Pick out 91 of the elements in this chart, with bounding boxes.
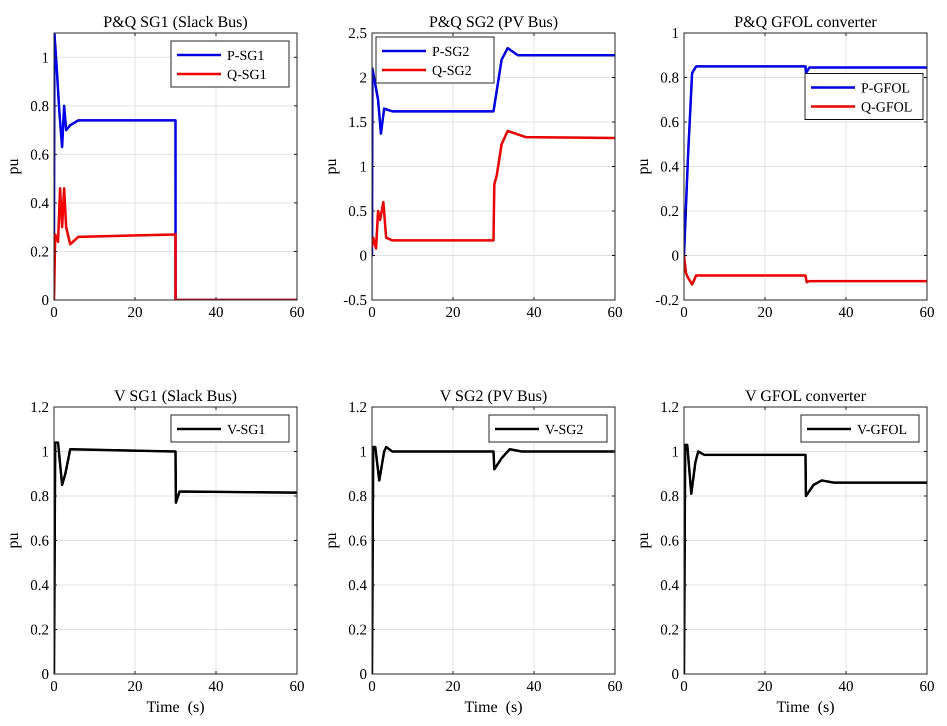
- chart-title: P&Q SG1 (Slack Bus): [103, 14, 248, 31]
- y-tick-label: 0.2: [660, 204, 679, 220]
- y-tick-label: 0: [42, 667, 49, 683]
- y-tick-label: 0.6: [348, 534, 368, 550]
- y-tick-label: 0.8: [348, 489, 367, 505]
- legend-label: V-SG1: [227, 423, 266, 438]
- line-series: [684, 444, 927, 674]
- chart-title: V GFOL converter: [745, 388, 867, 405]
- x-tick-label: 60: [920, 305, 934, 321]
- y-tick-label: 1: [360, 160, 367, 176]
- legend-label: V-SG2: [545, 423, 584, 438]
- x-tick-label: 60: [920, 679, 934, 695]
- x-tick-label: 40: [208, 679, 224, 695]
- y-tick-label: 0.2: [660, 622, 679, 638]
- y-tick-label: 0.2: [348, 622, 367, 638]
- y-tick-label: 1.2: [348, 400, 367, 416]
- y-tick-label: 0: [672, 667, 679, 683]
- x-tick-label: 40: [838, 305, 854, 321]
- x-tick-label: 20: [446, 305, 460, 321]
- y-tick-label: 0.8: [660, 489, 679, 505]
- x-tick-label: 40: [208, 305, 224, 321]
- y-tick-label: 0: [360, 248, 367, 264]
- line-series: [372, 130, 615, 250]
- y-tick-label: -0.2: [655, 293, 679, 309]
- line-series: [54, 441, 297, 674]
- x-tick-label: 20: [446, 679, 460, 695]
- x-tick-label: 60: [608, 679, 622, 695]
- line-series: [684, 254, 927, 286]
- legend-label: Q-GFOL: [861, 100, 912, 116]
- y-tick-label: 2: [360, 70, 367, 86]
- y-tick-label: 2.5: [348, 26, 367, 42]
- y-tick-label: 0.4: [660, 160, 680, 176]
- x-axis-title: Time (s): [464, 699, 523, 716]
- x-tick-label: 20: [128, 305, 142, 321]
- legend-label: P-SG1: [227, 49, 264, 64]
- y-tick-label: 1.2: [30, 400, 49, 416]
- x-tick-label: 20: [128, 679, 142, 695]
- y-tick-label: 0.4: [660, 578, 680, 594]
- legend-label: Q-SG1: [227, 68, 267, 83]
- y-axis-title: pu: [5, 532, 22, 548]
- x-tick-label: 40: [526, 305, 542, 321]
- y-tick-label: 1: [672, 26, 679, 42]
- x-tick-label: 60: [290, 679, 304, 695]
- legend-label: Q-SG2: [432, 64, 472, 79]
- line-series: [684, 65, 927, 257]
- y-axis-title: pu: [323, 158, 340, 174]
- y-tick-label: 0.5: [348, 204, 367, 220]
- chart-title: V SG1 (Slack Bus): [114, 388, 237, 405]
- line-series: [372, 446, 615, 674]
- y-tick-label: 0.8: [660, 70, 679, 86]
- y-tick-label: 1: [42, 444, 49, 460]
- y-tick-label: 1: [42, 50, 49, 66]
- line-series: [372, 46, 615, 257]
- x-tick-label: 60: [290, 305, 304, 321]
- y-tick-label: 0.4: [30, 578, 50, 594]
- x-tick-label: 40: [838, 679, 854, 695]
- line-series: [54, 187, 297, 300]
- y-tick-label: 0.4: [348, 578, 368, 594]
- y-axis-title: pu: [635, 158, 652, 174]
- y-tick-label: 1: [360, 444, 367, 460]
- y-tick-label: 0.8: [30, 98, 49, 115]
- x-tick-label: 40: [526, 679, 542, 695]
- legend-label: P-SG2: [432, 45, 470, 60]
- y-tick-label: 1.5: [348, 115, 367, 131]
- y-tick-label: 1: [672, 444, 679, 460]
- y-tick-label: 0: [672, 248, 679, 264]
- y-tick-label: -0.5: [343, 293, 367, 309]
- legend-label: V-GFOL: [857, 423, 908, 438]
- x-tick-label: 20: [758, 679, 772, 695]
- y-tick-label: 0.6: [30, 147, 50, 164]
- y-tick-label: 0: [42, 293, 49, 309]
- y-tick-label: 1.2: [660, 400, 679, 416]
- x-axis-title: Time (s): [146, 699, 205, 716]
- y-axis-title: pu: [5, 158, 22, 174]
- y-tick-label: 0: [360, 667, 367, 683]
- y-tick-label: 0.6: [660, 115, 680, 131]
- x-tick-label: 60: [608, 305, 622, 321]
- x-tick-label: 20: [758, 305, 772, 321]
- y-axis-title: pu: [635, 532, 652, 548]
- y-axis-title: pu: [323, 532, 340, 548]
- y-tick-label: 0.2: [30, 244, 49, 260]
- y-tick-label: 0.8: [30, 489, 49, 505]
- chart-title: P&Q GFOL converter: [734, 14, 878, 31]
- chart-title: P&Q SG2 (PV Bus): [428, 14, 558, 31]
- x-axis-title: Time (s): [776, 699, 835, 716]
- chart-title: V SG2 (PV Bus): [440, 388, 548, 405]
- y-tick-label: 0.6: [30, 534, 50, 550]
- y-tick-label: 0.2: [30, 622, 49, 638]
- y-tick-label: 0.6: [660, 534, 680, 550]
- y-tick-label: 0.4: [30, 196, 50, 212]
- legend-label: P-GFOL: [861, 82, 910, 96]
